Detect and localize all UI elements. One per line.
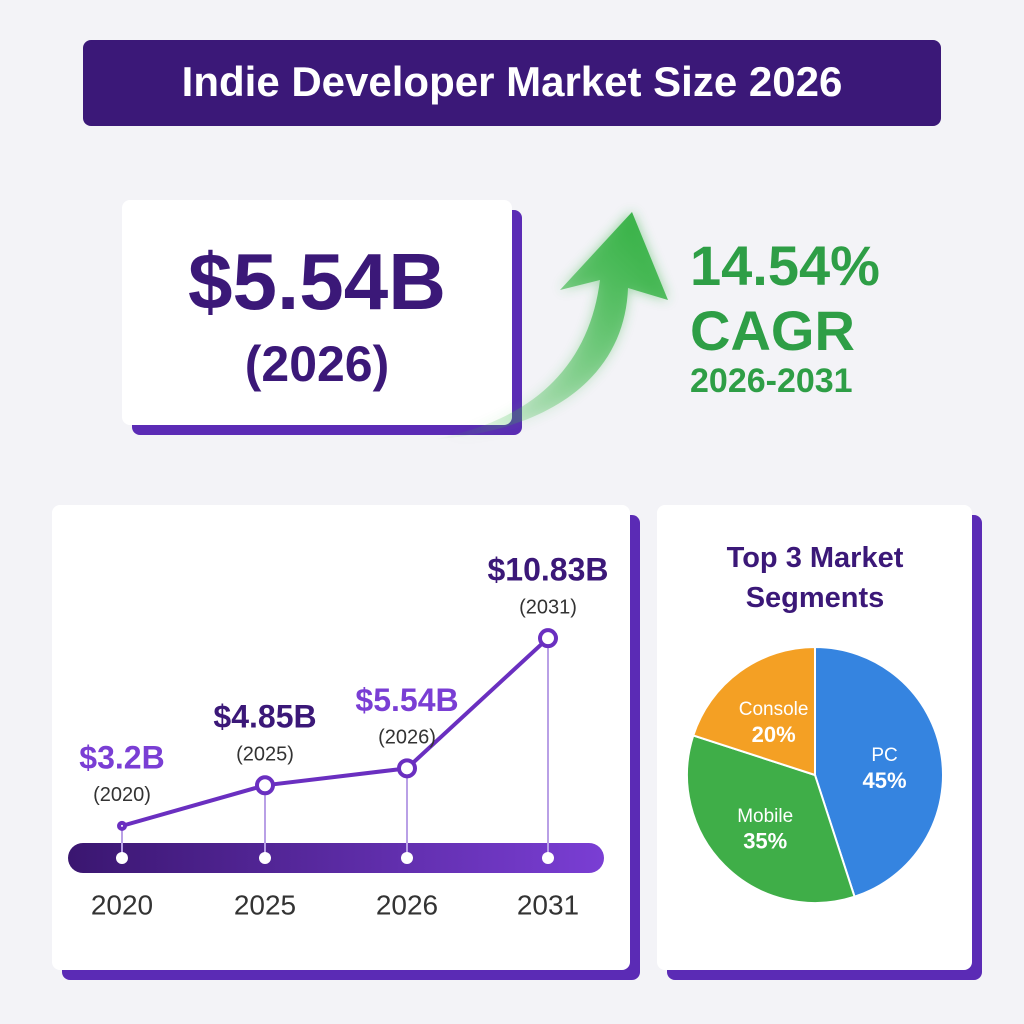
point (397, 758, 417, 779)
slice-value: 35% (743, 829, 787, 854)
slice-name: PC (871, 745, 897, 766)
value-label: $5.54B (355, 682, 458, 718)
slice-name: Console (739, 699, 809, 720)
point-note: (2026) (378, 727, 436, 749)
point (255, 775, 275, 796)
pie-title: Top 3 Market Segments (726, 542, 904, 614)
timeline-dot (401, 852, 413, 864)
timeline-dot (542, 852, 554, 864)
x-tick-label: 2026 (376, 889, 438, 920)
x-tick-label: 2031 (517, 889, 579, 920)
point-note: (2031) (519, 596, 577, 618)
value-label: $10.83B (488, 552, 609, 588)
value-label: $3.2B (79, 739, 164, 775)
cagr-period: 2026-2031 (690, 362, 853, 400)
point (117, 820, 127, 831)
pie-slice (814, 645, 944, 898)
point-note: (2020) (93, 784, 151, 806)
highlight-value: $5.54B (188, 237, 446, 326)
x-tick-label: 2020 (91, 889, 153, 920)
slice-name: Mobile (737, 806, 793, 827)
timeline-dot (116, 852, 128, 864)
title-bar (83, 40, 941, 126)
value-label: $4.85B (213, 699, 316, 735)
title: Indie Developer Market Size 2026 (182, 58, 843, 105)
highlight-year: (2026) (245, 336, 390, 392)
timeline-dot (259, 852, 271, 864)
growth-arrow (430, 212, 668, 440)
slice-value: 45% (863, 768, 907, 793)
pie-slice (686, 734, 856, 904)
pie-slice (692, 645, 816, 777)
slice-value: 20% (752, 722, 796, 747)
highlight-card (122, 200, 512, 425)
series-line (121, 636, 550, 828)
timeline-bar (68, 843, 604, 873)
point (538, 628, 558, 649)
cagr-rate: 14.54% (690, 234, 880, 297)
point-note: (2025) (236, 744, 294, 766)
cagr-label: CAGR (690, 299, 855, 362)
x-tick-label: 2025 (234, 889, 296, 920)
